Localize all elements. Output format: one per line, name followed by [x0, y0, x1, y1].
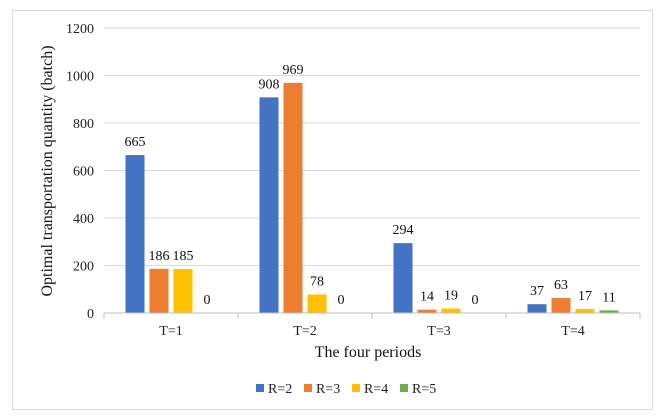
x-tick-label: T=3	[427, 324, 450, 339]
data-label: 0	[472, 293, 479, 308]
y-tick-label: 0	[87, 307, 94, 322]
bar	[125, 155, 145, 313]
data-label: 969	[283, 63, 304, 78]
y-tick-label: 800	[73, 117, 94, 132]
data-label: 0	[204, 293, 211, 308]
bar	[599, 310, 619, 313]
data-label: 17	[578, 289, 592, 304]
data-label: 63	[554, 278, 568, 293]
data-label: 78	[310, 274, 324, 289]
data-label: 665	[125, 135, 146, 150]
x-tick-label: T=2	[293, 324, 316, 339]
bar	[173, 269, 193, 313]
bar	[441, 308, 461, 313]
legend-swatch	[304, 384, 312, 392]
y-axis-title: Optimal transportation quantity (batch)	[39, 45, 56, 296]
y-tick-label: 1200	[66, 22, 94, 37]
bar	[307, 294, 327, 313]
legend-label: R=4	[364, 382, 388, 397]
x-axis: T=1 T=2 T=3 T=4	[103, 312, 641, 339]
x-tick-label: T=4	[561, 324, 584, 339]
data-label: 186	[149, 249, 170, 264]
x-tick-label: T=1	[159, 324, 182, 339]
data-label: 11	[602, 290, 615, 305]
data-label: 908	[259, 77, 280, 92]
data-label: 37	[530, 284, 544, 299]
y-tick-label: 400	[73, 212, 94, 227]
y-tick-label: 600	[73, 165, 94, 180]
data-label: 19	[444, 288, 458, 303]
bar	[417, 309, 437, 313]
bar	[575, 308, 595, 313]
x-axis-title: The four periods	[315, 344, 422, 361]
legend-label: R=5	[412, 382, 436, 397]
legend-label: R=2	[268, 382, 292, 397]
legend-swatch	[256, 384, 264, 392]
bar	[393, 243, 413, 313]
bars	[125, 82, 619, 313]
chart-frame	[12, 10, 653, 410]
legend: R=2 R=3 R=4 R=5	[256, 382, 436, 397]
legend-label: R=3	[316, 382, 340, 397]
data-label: 185	[173, 249, 194, 264]
legend-swatch	[352, 384, 360, 392]
bar	[551, 298, 571, 313]
bar	[527, 304, 547, 313]
y-tick-label: 200	[73, 260, 94, 275]
legend-swatch	[400, 384, 408, 392]
data-label: 294	[393, 223, 414, 238]
bar	[149, 268, 169, 313]
gridlines	[104, 27, 640, 266]
y-tick-label: 1000	[66, 70, 94, 85]
y-axis-ticks: 0 200 400 600 800 1000 1200	[66, 22, 94, 322]
bar	[259, 97, 279, 313]
data-label: 14	[420, 290, 434, 305]
bar	[283, 82, 303, 313]
data-label: 0	[338, 293, 345, 308]
